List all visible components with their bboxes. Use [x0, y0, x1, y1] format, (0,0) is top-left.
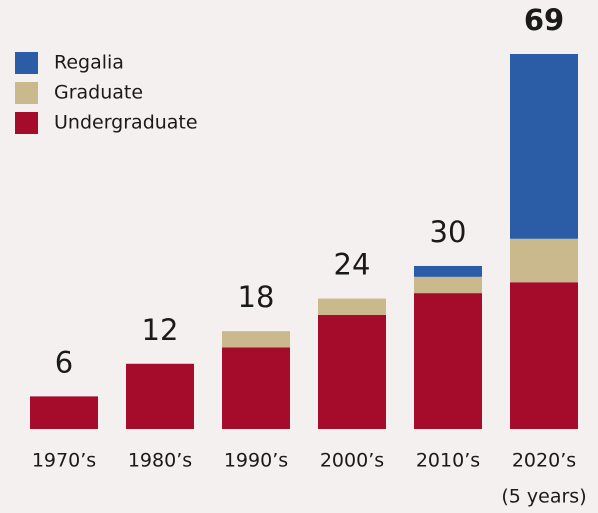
bar-segment — [222, 331, 290, 348]
total-label: 30 — [430, 215, 467, 249]
total-label: 24 — [334, 248, 371, 282]
total-label: 69 — [524, 3, 564, 37]
legend-swatch — [15, 112, 38, 134]
bar-segment — [510, 54, 578, 239]
total-label: 12 — [142, 313, 179, 347]
total-label: 6 — [55, 345, 73, 379]
bar-segment — [414, 293, 482, 429]
bar-segment — [510, 238, 578, 283]
legend-label: Undergraduate — [54, 112, 198, 134]
note: (5 years) — [501, 486, 586, 508]
x-tick-label: 1970’s — [32, 450, 96, 472]
legend-label: Graduate — [54, 82, 143, 104]
x-tick-label: 2010’s — [416, 450, 480, 472]
bar-segment — [222, 347, 290, 429]
bar-segment — [318, 314, 386, 429]
bar-segment — [126, 363, 194, 429]
x-tick-label: 2000’s — [320, 450, 384, 472]
legend-swatch — [15, 52, 38, 74]
bar-segment — [510, 282, 578, 429]
legend-swatch — [15, 82, 38, 104]
x-tick-label: 1980’s — [128, 450, 192, 472]
legend-label: Regalia — [54, 52, 124, 74]
x-tick-label: 1990’s — [224, 450, 288, 472]
x-tick-label: 2020’s — [512, 450, 576, 472]
bar-segment — [318, 298, 386, 315]
bar-segment — [30, 396, 98, 429]
bar-segment — [414, 265, 482, 277]
total-label: 18 — [238, 280, 275, 314]
bar-segment — [414, 276, 482, 294]
